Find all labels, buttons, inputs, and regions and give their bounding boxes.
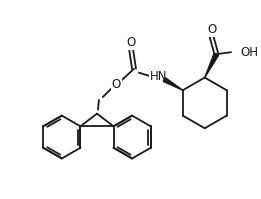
Polygon shape	[205, 53, 219, 78]
Polygon shape	[163, 78, 183, 90]
Text: OH: OH	[241, 46, 259, 59]
Text: O: O	[207, 23, 216, 36]
Text: O: O	[112, 78, 121, 91]
Text: O: O	[127, 36, 136, 49]
Text: HN: HN	[150, 70, 167, 83]
